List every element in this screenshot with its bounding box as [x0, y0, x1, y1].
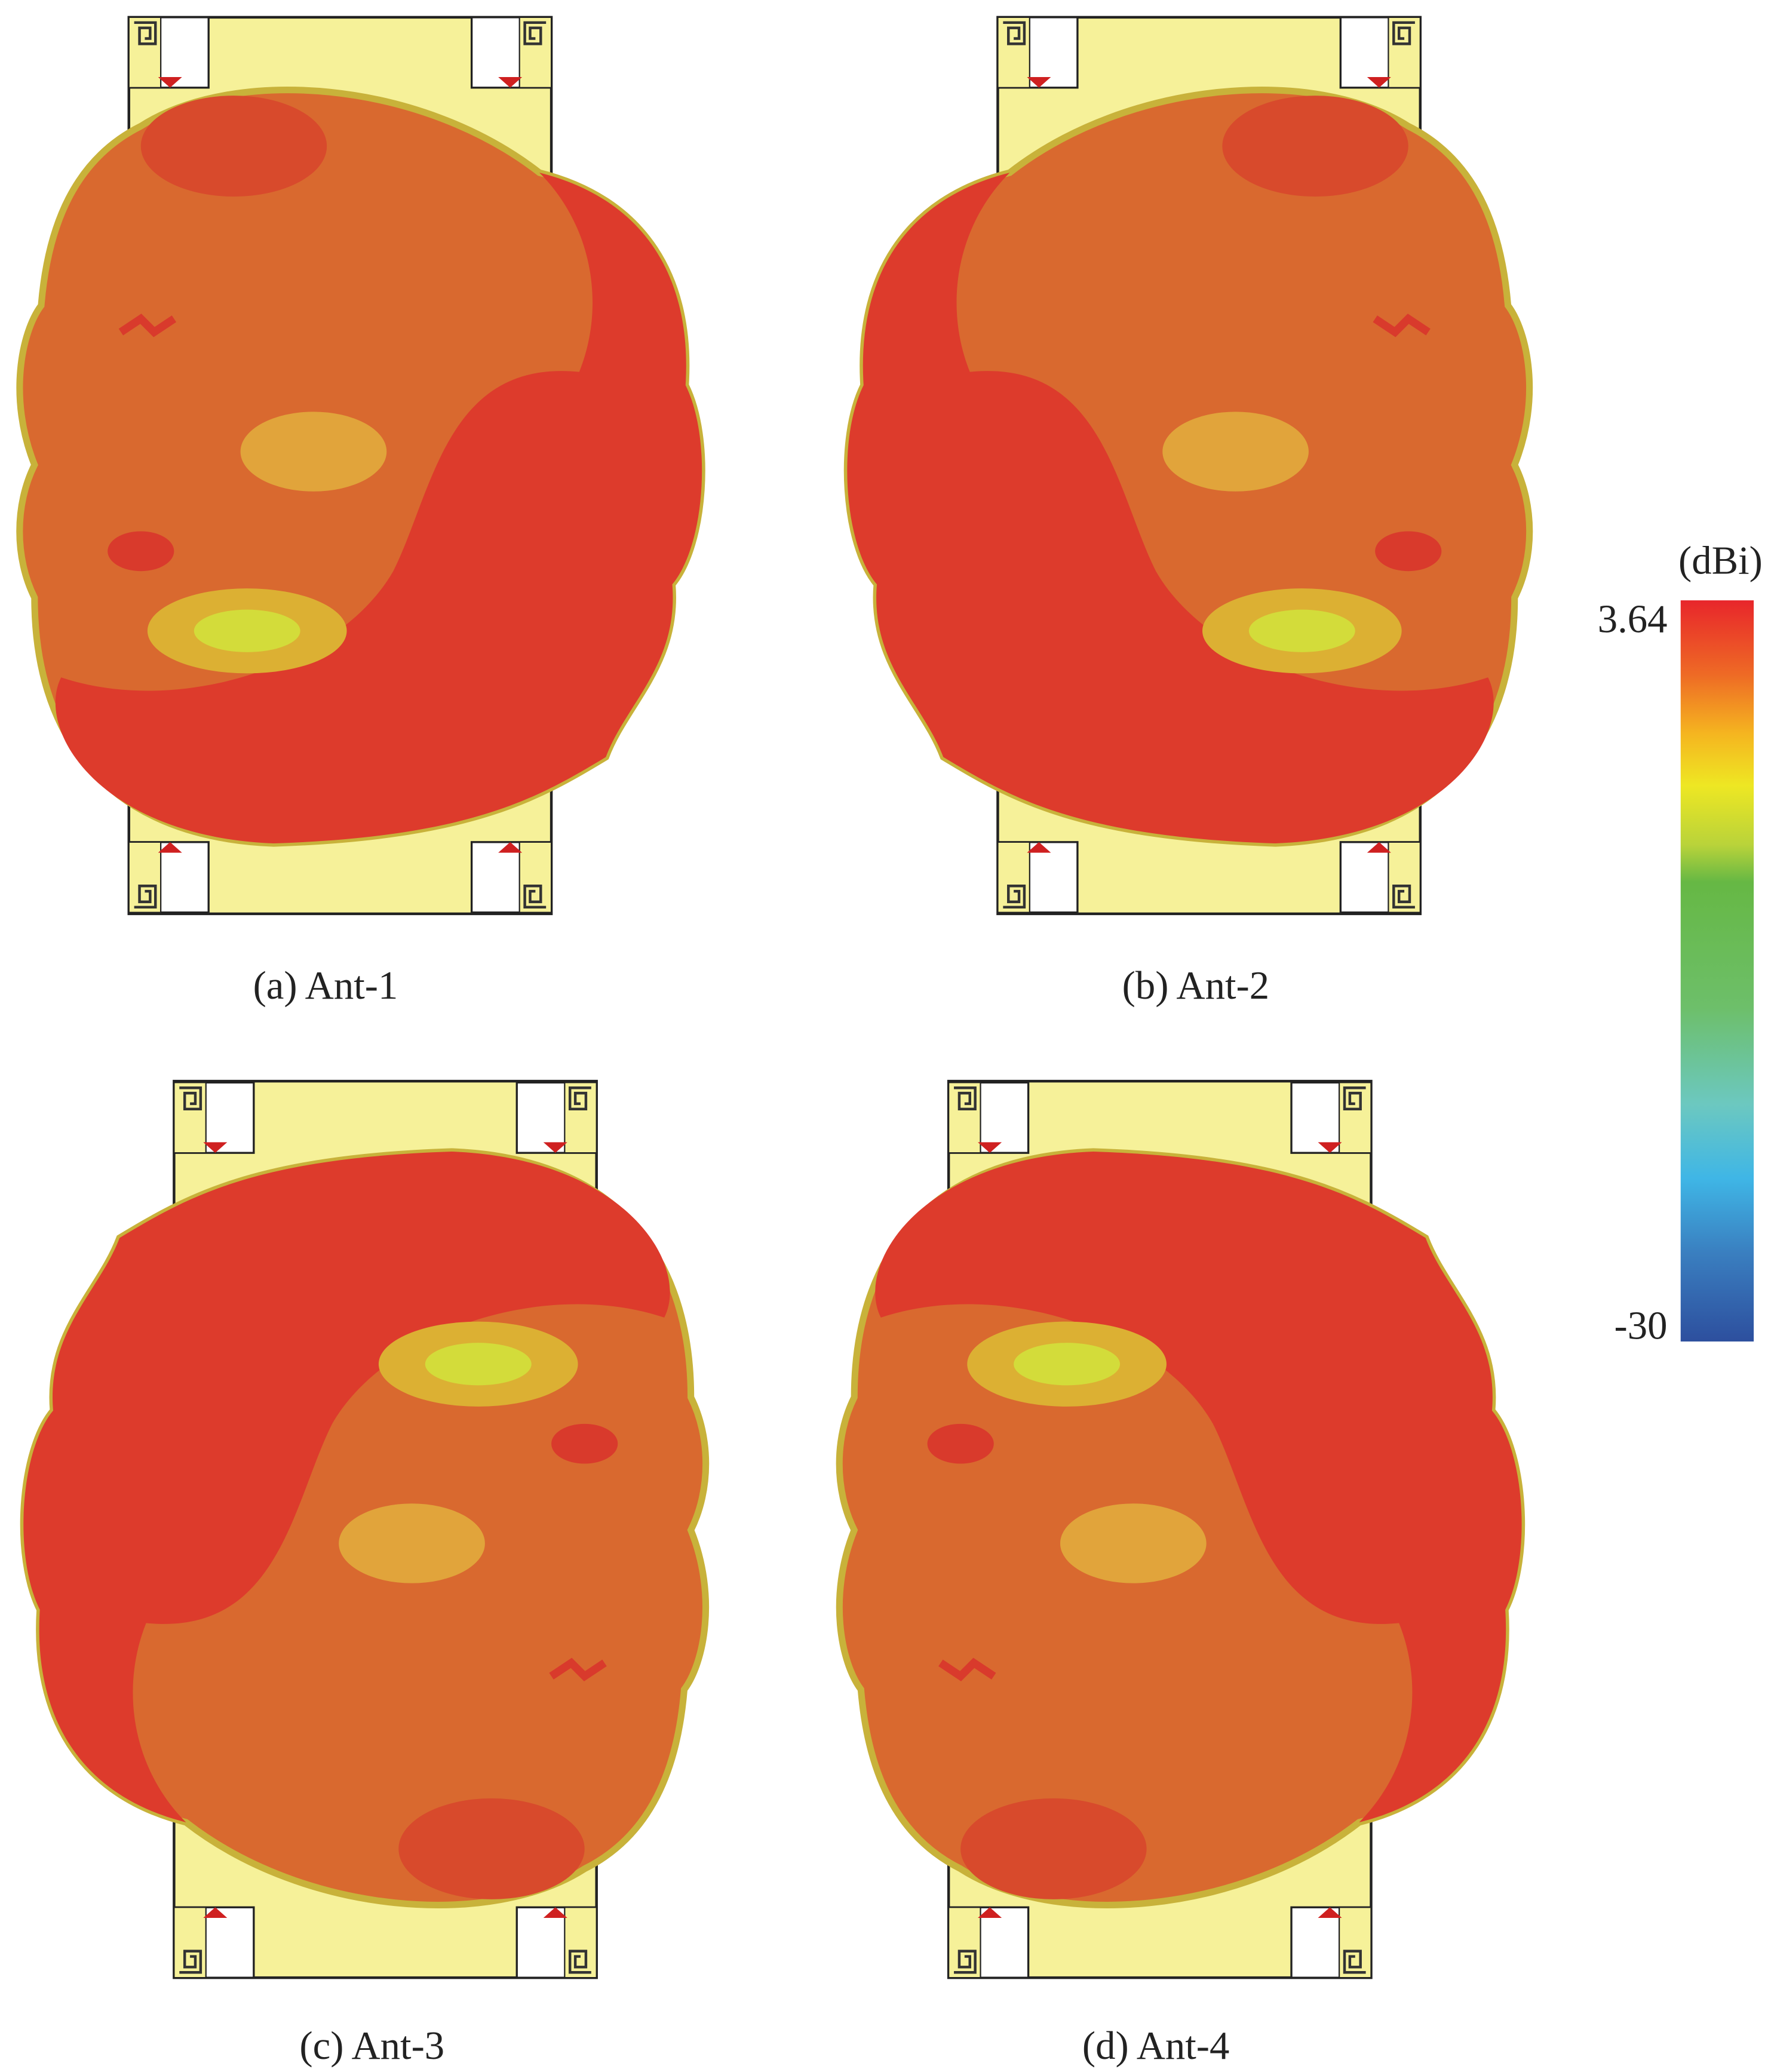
pattern-c: [23, 1081, 705, 1978]
colorbar-max: 3.64: [1598, 597, 1668, 641]
caption: (c) Ant-3: [299, 2024, 444, 2068]
colorbar-min: -30: [1615, 1304, 1668, 1348]
colorbar-unit: (dBi): [1678, 539, 1763, 583]
caption: (b) Ant-2: [1122, 964, 1269, 1008]
pattern-d: [839, 1081, 1521, 1978]
caption: (a) Ant-1: [253, 964, 398, 1008]
caption: (d) Ant-4: [1082, 2024, 1229, 2068]
colorbar: [1680, 600, 1754, 1342]
pattern-b: [847, 17, 1529, 914]
pattern-a: [20, 17, 702, 914]
